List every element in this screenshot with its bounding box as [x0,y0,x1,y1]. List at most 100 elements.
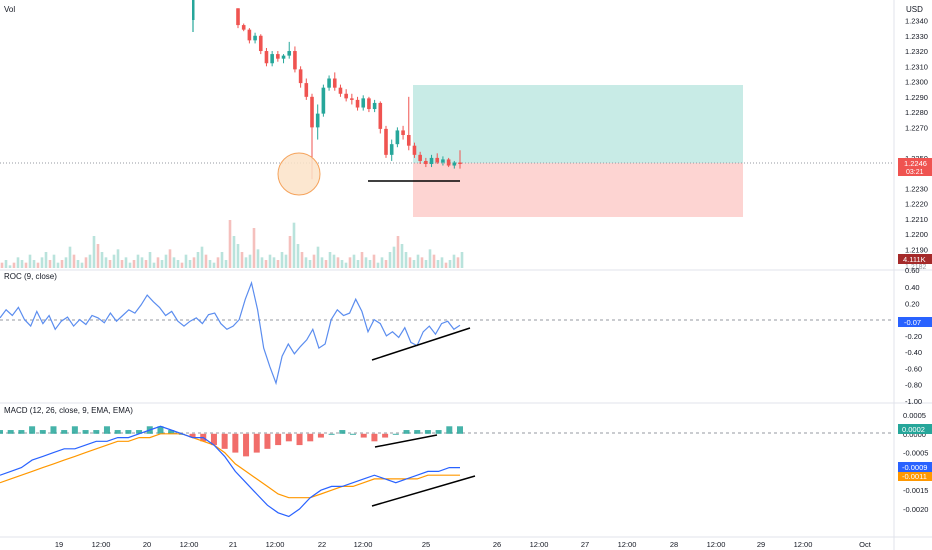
macd-hist-bar [446,426,453,434]
candle-body [424,160,428,165]
macd-hist-bar [296,433,303,446]
volume-bar [232,236,236,268]
volume-bar [244,257,248,268]
candle-body [384,128,388,155]
price-tick-label: 1.2220 [905,200,928,209]
volume-bar [432,254,436,268]
roc-axis[interactable]: 0.60 0.40 0.20 -0.20 -0.40 -0.60 -0.80 -1.00 [905,266,922,406]
time-tick-label: 12:00 [180,540,199,549]
time-tick-label: 29 [757,540,765,549]
volume-bar [288,236,292,268]
time-tick-label: 12:00 [618,540,637,549]
macd-tick-label: -0.0015 [903,486,928,495]
volume-bar [216,257,220,268]
volume-bar [220,252,224,268]
volume-bar [384,260,388,268]
macd-hist-bar [457,426,463,434]
roc-tick-label: 0.40 [905,283,920,292]
profit-zone[interactable] [413,85,743,163]
macd-hist-bar [157,426,164,434]
price-tick-label: 1.2310 [905,62,928,71]
macd-hist-bar [317,433,324,438]
last-price-badge [898,158,932,176]
macd-hist-bar [285,433,292,442]
volume-badge [898,254,932,264]
candle-body [276,54,280,59]
macd-hist-bar [39,430,46,434]
price-tick-label: 1.2210 [905,215,928,224]
candle-body [418,154,422,161]
macd-hist-bar [339,430,346,434]
volume-bar [20,260,24,268]
candle-body [287,51,292,56]
macd-hist-bar [189,433,196,438]
macd-hist-trendline[interactable] [374,434,438,448]
candle-body [241,25,246,30]
macd-hist-bar [243,433,250,457]
volume-bar [236,244,240,268]
vol-label: Vol [4,5,15,14]
volume-bar [76,260,80,268]
volume-bar [208,260,212,268]
candle-body [435,157,440,163]
volume-bar [336,257,340,268]
candle-body [378,102,383,129]
price-tick-label: 1.2300 [905,78,928,87]
volume-bar [248,254,252,268]
volume-bar [148,252,152,268]
volume-bar [272,257,276,268]
volume-bar [300,252,304,268]
macd-hist-bar [125,430,132,434]
volume-bar [396,236,400,268]
highlight-circle[interactable] [277,152,321,196]
roc-tick-label: -0.60 [905,364,922,373]
volume-bar [264,260,268,268]
loss-zone[interactable] [413,163,743,217]
volume-bar [428,249,432,268]
time-tick-label: 12:00 [266,540,285,549]
volume-bar [436,260,440,268]
volume-bar [32,260,36,268]
time-tick-label: 12:00 [530,540,549,549]
candle-body [236,8,240,26]
volume-bar [268,254,272,268]
macd-line[interactable] [0,425,460,518]
volume-bar [160,260,164,268]
volume-bar [132,260,136,268]
roc-trendline[interactable] [371,327,471,361]
candle-body [321,87,326,114]
signal-value: -0.0011 [902,472,927,481]
currency-label: USD [906,5,923,14]
candle-body [452,162,457,166]
volume-bar [420,257,424,268]
price-axis[interactable]: 1.2340 1.2330 1.2320 1.2310 1.2300 1.2290 1.22… [905,17,928,255]
volume-bar [460,252,464,268]
price-tick-label: 1.2280 [905,108,928,117]
volume-bar [188,260,192,268]
volume-bar [128,262,132,268]
roc-line[interactable] [0,280,461,386]
volume-bar [224,260,228,268]
time-tick-label: 26 [493,540,501,549]
volume-bar [80,262,84,268]
candle-body [350,98,354,100]
time-axis[interactable]: 19 12:00 20 12:00 21 12:00 22 12:00 25 26 12:00 27 1… [55,540,872,549]
candle-body [338,87,343,94]
volume-bar [108,260,112,268]
macd-tick-label: -0.0020 [903,505,928,514]
volume-bar [124,257,128,268]
roc-tick-label: -0.20 [905,332,922,341]
time-tick-label: 28 [670,540,678,549]
time-tick-label: 20 [143,540,151,549]
macd-hist-bar [103,426,110,434]
volume-bar [316,246,320,268]
volume-bar [352,254,356,268]
volume-bar [376,262,380,268]
volume-bar [296,244,300,268]
macd-badge [898,462,932,472]
macd-trendline[interactable] [371,475,476,507]
roc-title: ROC (9, close) [4,272,57,281]
volume-bar [360,252,364,268]
volume-bar [308,260,312,268]
